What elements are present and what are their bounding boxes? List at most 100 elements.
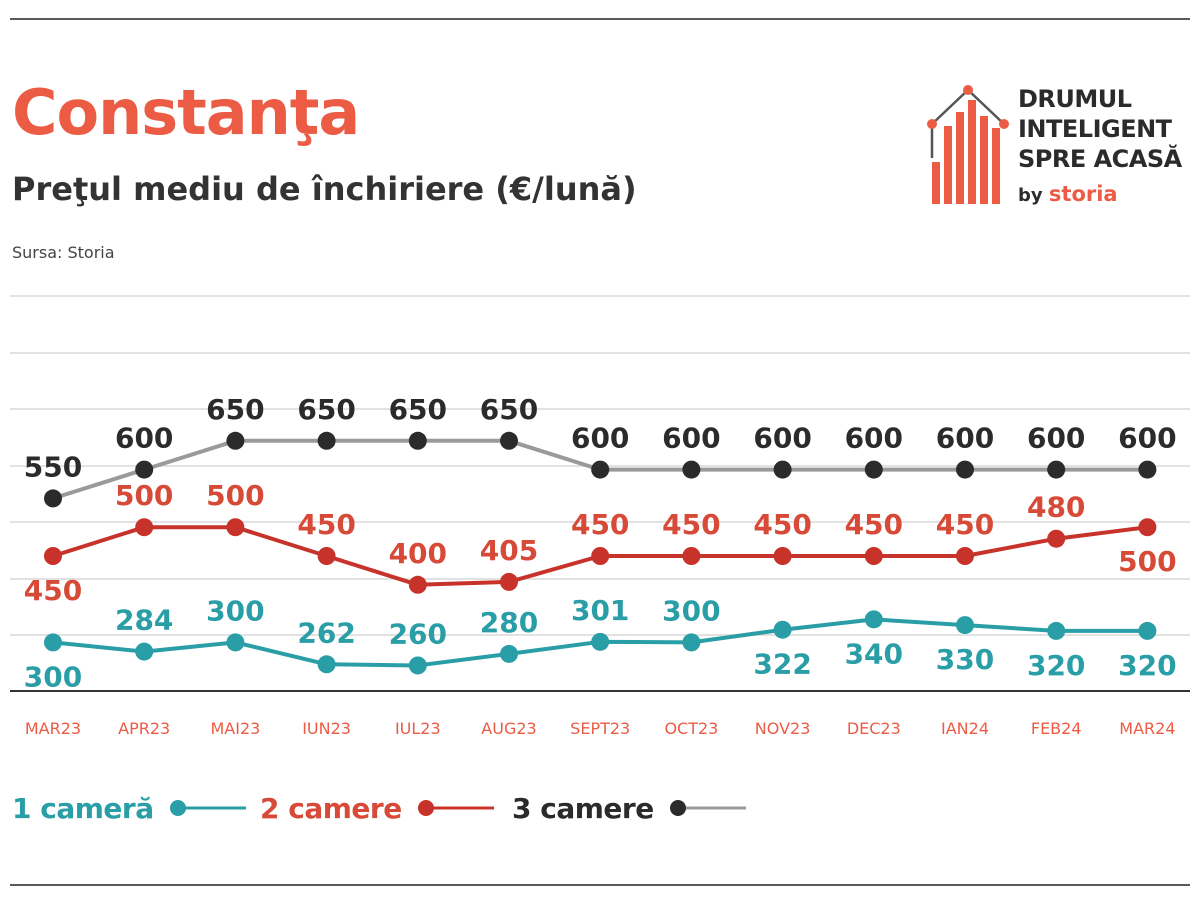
data-label: 262 <box>297 616 355 649</box>
data-point <box>1047 529 1066 548</box>
data-label: 500 <box>206 479 264 512</box>
data-point <box>135 460 154 479</box>
data-point <box>773 547 792 565</box>
x-tick-label: IAN24 <box>941 719 989 738</box>
data-point <box>1138 460 1157 479</box>
brand-logo: DRUMUL INTELIGENT SPRE ACASĂ by storia <box>926 82 1196 212</box>
legend-key-1-camera <box>169 800 246 816</box>
data-point <box>44 633 62 652</box>
data-label: 400 <box>389 537 447 570</box>
data-label: 450 <box>662 508 720 541</box>
data-label: 600 <box>115 422 173 455</box>
legend-label: 3 camere <box>512 791 654 825</box>
data-point <box>1047 621 1066 640</box>
data-point <box>44 489 62 508</box>
data-point <box>408 431 427 450</box>
data-label: 600 <box>845 422 903 455</box>
data-label: 650 <box>480 393 538 426</box>
data-point <box>864 610 883 629</box>
data-point <box>591 547 610 565</box>
x-tick-label: SEPT23 <box>570 719 630 738</box>
data-label: 300 <box>206 594 264 627</box>
x-tick-label: APR23 <box>118 719 170 738</box>
data-label: 330 <box>936 643 994 676</box>
data-label: 450 <box>845 508 903 541</box>
legend-item-1-camera: 1 cameră <box>12 786 248 830</box>
logo-byline: by storia <box>1018 182 1118 206</box>
legend-item-2-camere: 2 camere <box>260 786 496 830</box>
legend-label: 1 cameră <box>12 791 154 825</box>
x-tick-label: AUG23 <box>481 719 536 738</box>
logo-by: by <box>1018 185 1043 206</box>
data-point <box>773 620 792 639</box>
data-point <box>226 633 245 652</box>
data-point <box>408 656 427 675</box>
top-border <box>10 18 1190 20</box>
data-point <box>226 518 245 537</box>
data-label: 322 <box>753 648 811 681</box>
legend-item-3-camere: 3 camere <box>512 786 748 830</box>
data-label: 320 <box>1027 649 1085 682</box>
data-point <box>773 460 792 479</box>
data-label: 650 <box>389 393 447 426</box>
data-point <box>135 518 154 537</box>
logo-wordmark: DRUMUL INTELIGENT SPRE ACASĂ <box>1018 84 1182 174</box>
data-label: 301 <box>571 594 629 627</box>
data-label: 320 <box>1118 649 1176 682</box>
x-tick-label: IUL23 <box>395 719 441 738</box>
data-point <box>1047 460 1066 479</box>
line-chart: 300 284 300 262 260 280 301 300 322 340 330 320 320 4… <box>10 295 1190 738</box>
page-title: Constanţa <box>12 76 360 149</box>
data-label: 450 <box>24 574 82 607</box>
data-label: 405 <box>480 534 538 567</box>
logo-brand: storia <box>1048 182 1118 206</box>
source-note: Sursa: Storia <box>12 243 115 262</box>
x-tick-label: IUN23 <box>302 719 351 738</box>
data-point <box>408 575 427 594</box>
data-label: 500 <box>115 479 173 512</box>
data-point <box>956 460 974 479</box>
legend-key-2-camere <box>417 800 494 816</box>
data-label: 450 <box>571 508 629 541</box>
data-point <box>956 616 974 635</box>
data-point <box>682 547 701 565</box>
data-label: 300 <box>662 594 720 627</box>
data-label: 280 <box>480 606 538 639</box>
data-label: 450 <box>753 508 811 541</box>
data-point <box>500 572 518 591</box>
data-point <box>500 431 518 450</box>
data-point <box>317 547 336 565</box>
data-label: 600 <box>753 422 811 455</box>
series-points <box>44 431 1157 675</box>
data-label: 340 <box>845 637 903 670</box>
data-point <box>591 460 610 479</box>
data-label: 650 <box>297 393 355 426</box>
data-point <box>500 644 518 663</box>
data-label: 600 <box>936 422 994 455</box>
data-label: 284 <box>115 604 173 637</box>
x-tick-label: FEB24 <box>1031 719 1082 738</box>
x-tick-label: DEC23 <box>847 719 901 738</box>
data-label: 500 <box>1118 545 1176 578</box>
data-label: 600 <box>571 422 629 455</box>
data-point <box>1138 518 1157 537</box>
data-point <box>591 632 610 651</box>
house-bars-icon <box>927 85 1009 204</box>
data-point <box>44 547 62 565</box>
legend-label: 2 camere <box>260 791 402 825</box>
grid-lines <box>10 295 1190 692</box>
data-point <box>317 655 336 674</box>
data-label: 600 <box>662 422 720 455</box>
logo-line-1: DRUMUL <box>1018 85 1132 113</box>
x-tick-label: MAR24 <box>1119 719 1175 738</box>
chart-legend: 1 cameră 2 camere 3 camere <box>0 786 1200 830</box>
data-point <box>317 431 336 450</box>
logo-line-2: INTELIGENT <box>1018 115 1172 143</box>
bottom-border <box>10 884 1190 886</box>
data-label: 550 <box>24 450 82 483</box>
data-label: 480 <box>1027 491 1085 524</box>
logo-line-3: SPRE ACASĂ <box>1018 145 1182 173</box>
data-point <box>682 460 701 479</box>
data-point <box>682 633 701 652</box>
data-label: 300 <box>24 660 82 693</box>
